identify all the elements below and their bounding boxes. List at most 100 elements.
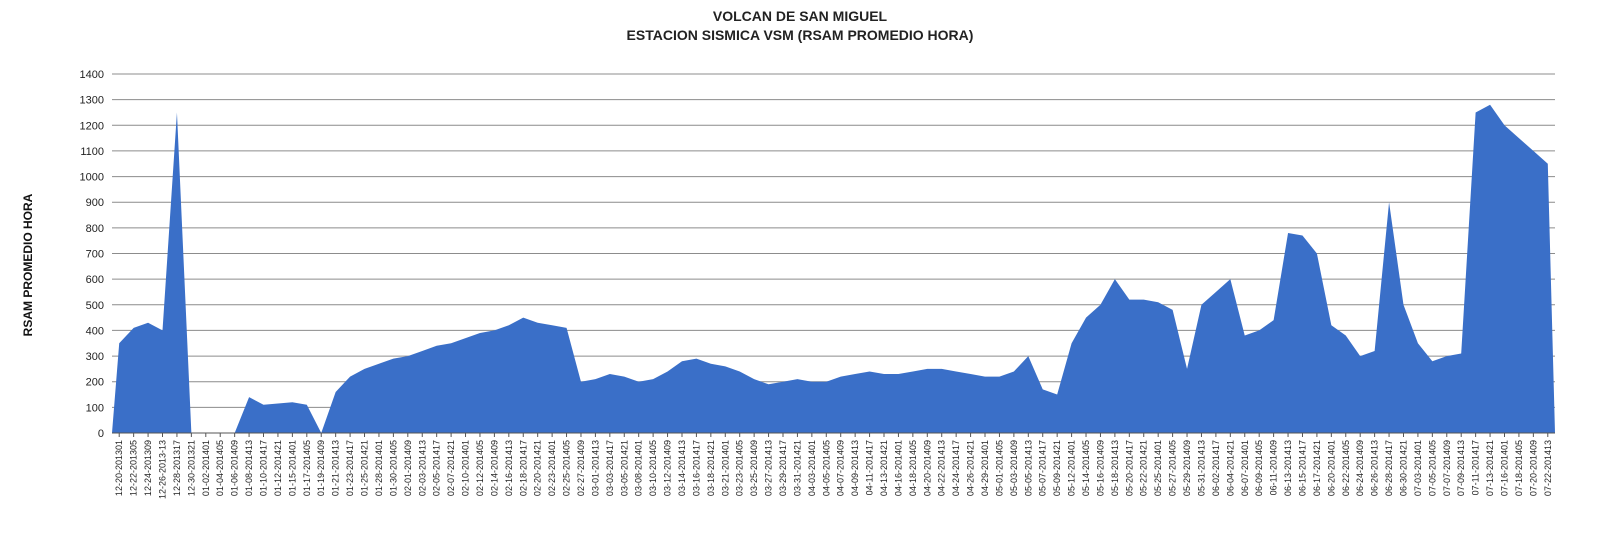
y-tick-label: 400 xyxy=(86,325,104,337)
x-axis-ticks: 12-20-201301 12-22-201305 12-24-201309 12-2… xyxy=(114,433,1553,499)
x-tick-label: 06-20-201401 xyxy=(1326,440,1336,496)
x-tick-label: 02-01-201409 xyxy=(403,440,413,496)
x-tick-label: 01-10-201417 xyxy=(259,440,269,496)
x-tick-label: 02-12-201405 xyxy=(475,440,485,496)
x-tick-label: 05-07-201417 xyxy=(1038,440,1048,496)
x-tick-label: 12-28-201317 xyxy=(172,440,182,496)
x-tick-label: 01-28-201401 xyxy=(374,440,384,496)
x-tick-label: 05-14-201405 xyxy=(1081,440,1091,496)
x-tick-label: 12-26-2013-13 xyxy=(158,440,168,499)
x-tick-label: 06-02-201417 xyxy=(1211,440,1221,496)
x-tick-label: 01-30-201405 xyxy=(388,440,398,496)
x-tick-label: 05-05-201413 xyxy=(1023,440,1033,496)
x-tick-label: 07-09-201413 xyxy=(1456,440,1466,496)
y-tick-label: 800 xyxy=(86,223,104,235)
x-tick-label: 04-18-201405 xyxy=(908,440,918,496)
x-tick-label: 01-17-201405 xyxy=(302,440,312,496)
x-tick-label: 04-20-201409 xyxy=(922,440,932,496)
x-tick-label: 05-09-201421 xyxy=(1052,440,1062,496)
x-tick-label: 02-20-201421 xyxy=(533,440,543,496)
y-tick-label: 700 xyxy=(86,249,104,261)
y-tick-label: 1300 xyxy=(80,95,104,107)
x-tick-label: 01-08-201413 xyxy=(244,440,254,496)
series-area xyxy=(112,104,1555,434)
chart-subtitle: ESTACION SISMICA VSM (RSAM PROMEDIO HORA… xyxy=(626,27,974,43)
x-tick-label: 03-14-201413 xyxy=(677,440,687,496)
x-tick-label: 06-22-201405 xyxy=(1341,440,1351,496)
x-tick-label: 04-24-201417 xyxy=(951,440,961,496)
x-tick-label: 04-13-201421 xyxy=(879,440,889,496)
x-tick-label: 05-22-201421 xyxy=(1139,440,1149,496)
x-tick-label: 05-03-201409 xyxy=(1009,440,1019,496)
x-tick-label: 01-12-201421 xyxy=(273,440,283,496)
x-tick-label: 01-04-201405 xyxy=(215,440,225,496)
y-tick-label: 1400 xyxy=(80,69,104,81)
y-tick-label: 900 xyxy=(86,197,104,209)
x-tick-label: 04-22-201413 xyxy=(937,440,947,496)
x-tick-label: 02-14-201409 xyxy=(489,440,499,496)
x-tick-label: 02-23-201401 xyxy=(547,440,557,496)
x-tick-label: 06-26-201413 xyxy=(1370,440,1380,496)
x-tick-label: 07-07-201409 xyxy=(1442,440,1452,496)
x-tick-label: 06-09-201405 xyxy=(1254,440,1264,496)
x-tick-label: 07-20-201409 xyxy=(1528,440,1538,496)
x-tick-label: 06-13-201413 xyxy=(1283,440,1293,496)
x-tick-label: 12-20-201301 xyxy=(114,440,124,496)
x-tick-label: 05-31-201413 xyxy=(1196,440,1206,496)
x-tick-label: 06-07-201401 xyxy=(1240,440,1250,496)
x-tick-label: 06-28-201417 xyxy=(1384,440,1394,496)
x-tick-label: 12-24-201309 xyxy=(143,440,153,496)
y-tick-label: 600 xyxy=(86,274,104,286)
x-tick-label: 03-10-201405 xyxy=(648,440,658,496)
x-tick-label: 03-16-201417 xyxy=(691,440,701,496)
y-tick-label: 300 xyxy=(86,351,104,363)
x-tick-label: 03-18-201421 xyxy=(706,440,716,496)
y-axis-ticks: 0 100 200 300 400 500 600 700 800 900 1000 1100 1200… xyxy=(80,69,104,440)
x-tick-label: 04-09-201413 xyxy=(850,440,860,496)
x-tick-label: 05-29-201409 xyxy=(1182,440,1192,496)
x-tick-label: 02-07-201421 xyxy=(446,440,456,496)
x-tick-label: 07-22-201413 xyxy=(1543,440,1553,496)
x-tick-label: 12-30-201321 xyxy=(186,440,196,496)
chart-title: VOLCAN DE SAN MIGUEL xyxy=(712,8,888,24)
x-tick-label: 03-31-201421 xyxy=(792,440,802,496)
y-tick-label: 1000 xyxy=(80,172,104,184)
x-tick-label: 05-16-201409 xyxy=(1095,440,1105,496)
x-tick-label: 03-03-201417 xyxy=(605,440,615,496)
x-tick-label: 01-25-201421 xyxy=(360,440,370,496)
x-tick-label: 07-11-201417 xyxy=(1471,440,1481,495)
y-tick-label: 500 xyxy=(86,300,104,312)
x-tick-label: 07-05-201405 xyxy=(1427,440,1437,496)
x-tick-label: 07-16-201401 xyxy=(1499,440,1509,496)
x-tick-label: 02-25-201405 xyxy=(562,440,572,496)
x-tick-label: 07-13-201421 xyxy=(1485,440,1495,496)
x-tick-label: 04-07-201409 xyxy=(836,440,846,496)
x-tick-label: 05-25-201401 xyxy=(1153,440,1163,496)
x-tick-label: 01-21-201413 xyxy=(331,440,341,496)
x-tick-label: 04-29-201401 xyxy=(980,440,990,496)
x-tick-label: 02-16-201413 xyxy=(504,440,514,496)
x-tick-label: 05-12-201401 xyxy=(1067,440,1077,496)
x-tick-label: 01-02-201401 xyxy=(201,440,211,496)
x-tick-label: 03-21-201401 xyxy=(720,440,730,496)
x-tick-label: 01-15-201401 xyxy=(287,440,297,496)
x-tick-label: 02-27-201409 xyxy=(576,440,586,496)
x-tick-label: 05-01-201405 xyxy=(994,440,1004,496)
x-tick-label: 02-03-201413 xyxy=(417,440,427,496)
x-tick-label: 03-08-201401 xyxy=(634,440,644,496)
x-tick-label: 07-18-201405 xyxy=(1514,440,1524,496)
x-tick-label: 06-15-201417 xyxy=(1297,440,1307,496)
y-tick-label: 1100 xyxy=(80,146,104,158)
x-tick-label: 03-01-201413 xyxy=(590,440,600,496)
x-tick-label: 03-23-201405 xyxy=(735,440,745,496)
x-tick-label: 12-22-201305 xyxy=(129,440,139,496)
x-tick-label: 06-24-201409 xyxy=(1355,440,1365,496)
y-tick-label: 0 xyxy=(98,428,104,440)
y-tick-label: 100 xyxy=(86,402,104,414)
x-tick-label: 03-05-201421 xyxy=(619,440,629,496)
x-tick-label: 05-18-201413 xyxy=(1110,440,1120,496)
x-tick-label: 03-29-201417 xyxy=(778,440,788,496)
y-tick-label: 1200 xyxy=(80,120,104,132)
x-tick-label: 03-27-201413 xyxy=(764,440,774,496)
